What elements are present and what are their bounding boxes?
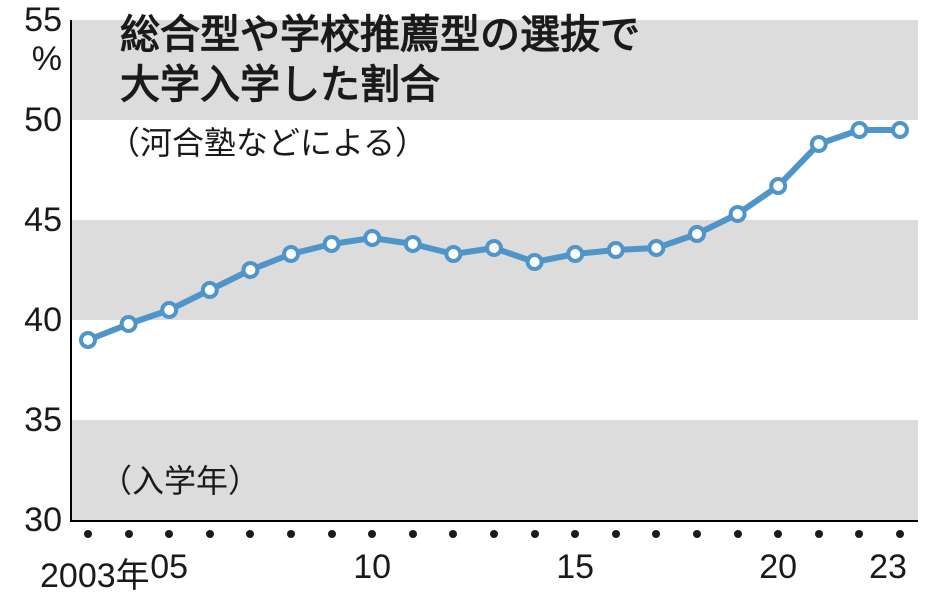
data-point [893,123,907,137]
line-chart: 303540455055%2003年0510152023（入学年）総合型や学校推… [0,0,934,600]
data-point [568,247,582,261]
series-layer [0,0,934,600]
data-point [649,241,663,255]
data-point [852,123,866,137]
data-point [771,179,785,193]
data-point [365,231,379,245]
data-point [243,263,257,277]
data-point [690,227,704,241]
data-point [81,333,95,347]
data-point [528,255,542,269]
data-point [162,303,176,317]
data-point [406,237,420,251]
series-line [88,130,900,340]
data-point [203,283,217,297]
data-point [325,237,339,251]
data-point [122,317,136,331]
data-point [731,207,745,221]
data-point [487,241,501,255]
data-point [446,247,460,261]
data-point [609,243,623,257]
data-point [812,137,826,151]
data-point [284,247,298,261]
